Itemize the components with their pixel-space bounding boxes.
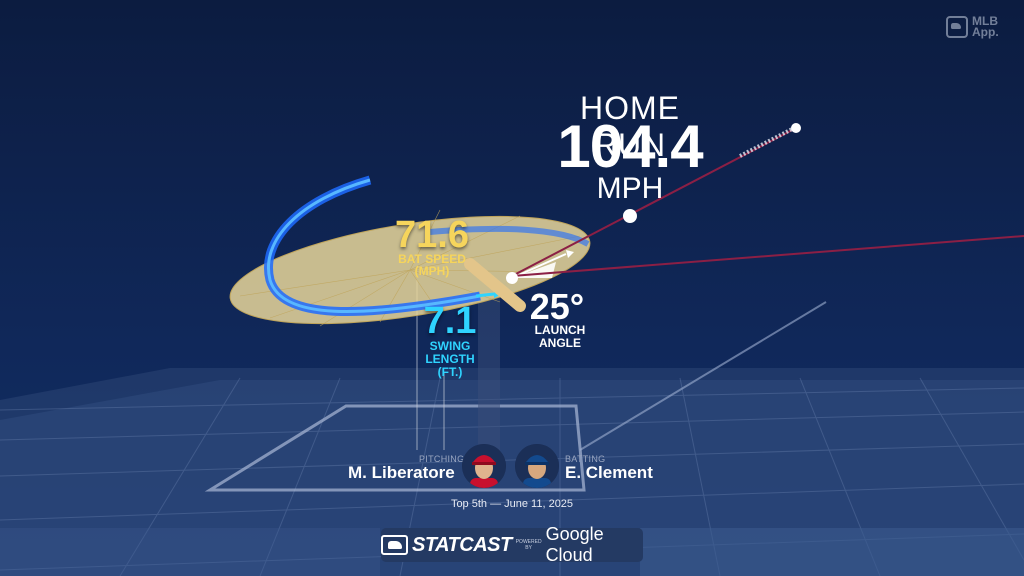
game-date: Top 5th — June 11, 2025: [450, 498, 574, 510]
pitcher-role: PITCHING: [419, 454, 465, 464]
contact-ball: [506, 272, 518, 284]
swing-plane: [229, 175, 591, 327]
swing-length-label: SWING LENGTH (FT.): [425, 339, 475, 379]
mlb-logo-icon: [381, 535, 409, 555]
ball-path-flat: [511, 235, 1024, 277]
bat-speed-label: BAT SPEED (MPH): [398, 252, 466, 278]
pitcher-name: M. Liberatore: [348, 463, 455, 482]
exit-velocity: 104.4: [557, 113, 703, 180]
launch-angle-label: LAUNCH ANGLE: [534, 323, 586, 350]
powered-by-label: POWERED BY: [515, 539, 542, 551]
pitcher-avatar: [462, 444, 506, 488]
ball-marker: [623, 209, 637, 223]
swing-length-value: 7.1: [423, 300, 477, 342]
bat-speed-value: 71.6: [395, 214, 469, 256]
batter-avatar: [515, 444, 559, 488]
exit-velocity-unit: MPH: [596, 172, 664, 205]
home-plate-zone: [204, 404, 586, 492]
field-plane: [0, 368, 1024, 576]
mlb-logo-icon: [946, 16, 968, 38]
google-cloud-wordmark: Google Cloud: [545, 524, 604, 565]
batter-role: BATTING: [565, 454, 606, 464]
statcast-wordmark: STATCAST: [412, 533, 512, 556]
statcast-footer: STATCAST POWERED BY Google Cloud: [381, 524, 643, 565]
mlb-app-logo: MLB App.: [946, 15, 999, 38]
result-title: HOME RUN: [580, 90, 680, 163]
batter-headshot-icon: [515, 444, 559, 488]
launch-angle-value: 25°: [529, 286, 585, 327]
pitcher-headshot-icon: [462, 444, 506, 488]
batter-name: E. Clement: [565, 463, 653, 482]
